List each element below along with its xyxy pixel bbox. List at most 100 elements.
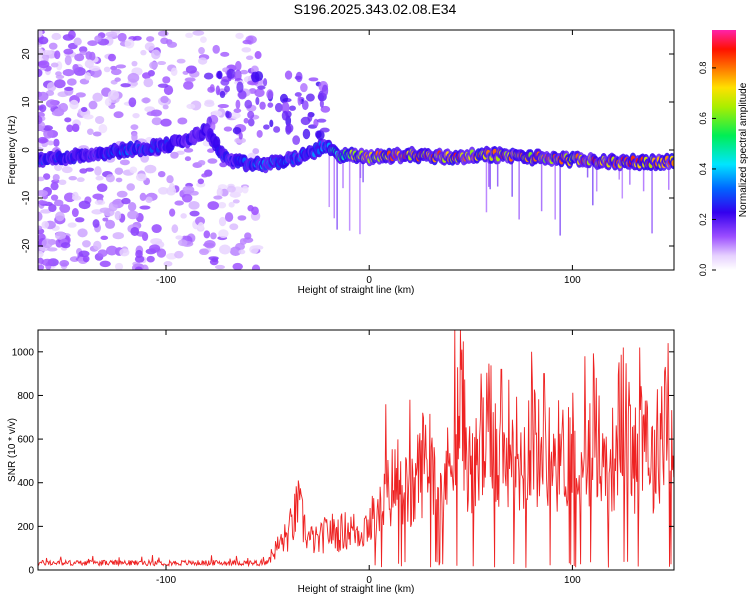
x-tick-label: 100	[564, 275, 581, 286]
spectral-blob	[96, 183, 108, 192]
spectral-blob	[117, 32, 127, 42]
spectral-blob	[238, 249, 246, 255]
spectral-blob	[64, 55, 72, 66]
spectral-blob	[97, 249, 108, 257]
spectral-blob	[157, 83, 169, 88]
spectral-blob	[51, 110, 64, 117]
spectral-blob	[83, 114, 94, 120]
spectral-blob	[72, 191, 79, 200]
spectral-blob	[38, 115, 43, 125]
spectral-blob	[302, 128, 311, 140]
colorbar-ticks: 0.0 0.2 0.4 0.6 0.8	[698, 62, 716, 276]
spectral-blob	[168, 182, 175, 193]
spectral-blob	[228, 201, 235, 208]
spectral-blob	[41, 220, 50, 229]
spectral-blob	[38, 200, 48, 205]
spectral-blob	[142, 72, 151, 79]
spectral-blob	[254, 88, 265, 98]
spectral-blob	[259, 101, 266, 110]
spectral-blob	[141, 97, 151, 104]
spectral-blob	[307, 111, 313, 122]
spectral-blob	[216, 70, 223, 80]
spectral-blob	[43, 128, 54, 139]
spectral-blob	[319, 99, 324, 108]
spectral-blob	[289, 105, 296, 111]
spectral-blob	[116, 190, 128, 198]
y-tick-label: 800	[17, 391, 34, 402]
spectral-blob	[214, 264, 225, 270]
spectral-blob	[183, 147, 194, 153]
spectral-blob	[177, 117, 188, 125]
spectral-blob	[61, 166, 73, 174]
spectral-blob	[110, 68, 122, 76]
spectral-blob	[140, 49, 147, 56]
spectral-blob	[104, 97, 112, 107]
spectral-blob	[146, 36, 155, 42]
spectral-blob	[151, 117, 162, 126]
spectral-blob	[51, 32, 62, 41]
spectral-blob	[219, 90, 226, 98]
spectral-blob	[99, 207, 111, 214]
spectral-blob	[251, 71, 260, 83]
spectral-blob	[124, 39, 135, 49]
spectral-blob	[60, 242, 71, 249]
spectral-blob	[107, 53, 117, 62]
colorbar-tick-label: 0.6	[698, 112, 708, 125]
spectral-blob	[135, 173, 147, 182]
spectral-blob	[279, 93, 289, 104]
spectral-blob	[263, 124, 270, 130]
spectral-blob	[41, 50, 53, 56]
spectral-blob	[151, 224, 162, 234]
spectral-blob	[292, 135, 301, 145]
spectral-blob	[204, 101, 215, 108]
spectral-blob	[274, 102, 283, 113]
spectral-blob	[174, 200, 184, 206]
spectral-blob	[131, 132, 138, 142]
spectral-blob	[132, 35, 142, 41]
spectral-blob	[185, 65, 197, 74]
spectral-blob	[305, 93, 315, 102]
spectral-blob	[235, 60, 242, 71]
colorbar: 0.0 0.2 0.4 0.6 0.8 Normalized spectral ampl…	[698, 30, 749, 276]
spectral-blob	[233, 108, 242, 113]
spectral-blob	[52, 173, 60, 181]
spectral-blob	[273, 126, 281, 133]
spectral-blob	[146, 255, 155, 263]
spectral-blob	[92, 219, 100, 228]
spectral-blob	[85, 167, 94, 172]
spectral-blob	[177, 239, 188, 247]
spectral-blob	[78, 250, 90, 258]
spectral-blob	[48, 42, 58, 50]
spectral-blob	[105, 31, 118, 38]
spectral-blob	[224, 85, 230, 93]
spectral-blob	[266, 89, 274, 100]
spectral-blob	[50, 182, 59, 191]
spectral-blob	[76, 177, 85, 183]
y-tick-label: 0	[28, 566, 34, 577]
spectral-blob	[107, 90, 120, 100]
spectral-blob	[199, 248, 210, 256]
spectral-blob	[184, 156, 192, 162]
spectral-blob	[247, 118, 255, 127]
spectral-blob	[38, 250, 44, 258]
spectral-blob	[38, 47, 43, 53]
figure-title: S196.2025.343.02.08.E34	[293, 1, 457, 17]
spectral-blob	[229, 223, 239, 231]
spectral-blob	[207, 158, 218, 164]
spectral-blob	[149, 244, 161, 253]
spectral-blob	[66, 124, 74, 133]
spectral-blob	[211, 257, 219, 263]
spectral-blob	[284, 70, 293, 80]
spectral-blob	[67, 222, 77, 228]
spectral-blob	[182, 185, 195, 195]
spectral-blob	[100, 235, 109, 241]
spectral-blob	[234, 137, 246, 144]
spectral-blob	[82, 240, 91, 248]
spectral-blob	[226, 185, 236, 193]
spectral-blob	[78, 200, 91, 210]
spectral-blob	[157, 61, 167, 66]
spectral-blob	[209, 84, 215, 92]
spectral-blob	[134, 255, 145, 263]
spectral-blob	[145, 196, 153, 203]
